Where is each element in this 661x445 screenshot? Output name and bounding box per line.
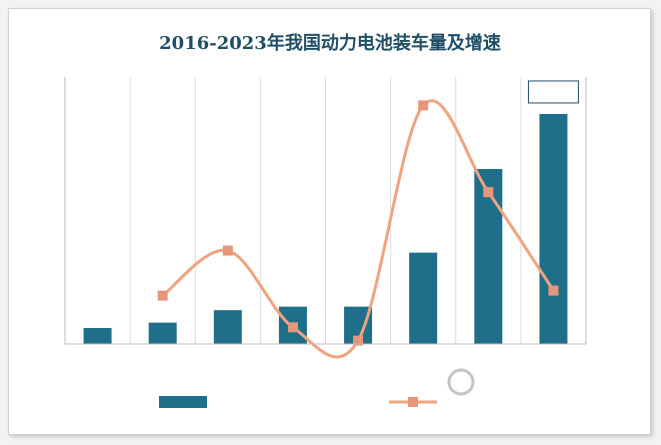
line-series bbox=[157, 99, 559, 359]
line-point bbox=[418, 100, 429, 111]
legend-swatch-marker bbox=[408, 397, 418, 407]
watermark bbox=[447, 368, 475, 396]
line-point bbox=[157, 290, 168, 301]
line-point bbox=[222, 245, 233, 256]
bar bbox=[539, 113, 568, 345]
bar bbox=[148, 322, 177, 344]
bar-series bbox=[83, 113, 568, 345]
axes bbox=[64, 77, 587, 345]
line-point bbox=[483, 187, 494, 198]
grid bbox=[129, 77, 522, 344]
line-point bbox=[548, 285, 559, 296]
chart: 2016-2023年我国动力电池装车量及增速 bbox=[64, 32, 587, 408]
bar bbox=[409, 252, 438, 344]
line-point bbox=[353, 335, 364, 346]
line-point bbox=[287, 322, 298, 333]
legend-swatch-bar bbox=[159, 396, 207, 408]
bar bbox=[213, 310, 242, 344]
legend bbox=[159, 396, 437, 408]
bar bbox=[474, 168, 503, 344]
data-labels bbox=[527, 80, 579, 104]
chart-title: 2016-2023年我国动力电池装车量及增速 bbox=[159, 32, 501, 54]
data-label-box bbox=[527, 80, 579, 104]
chart-card: 2016-2023年我国动力电池装车量及增速 bbox=[8, 8, 651, 435]
bar bbox=[83, 327, 112, 344]
watermark-logo-icon bbox=[447, 368, 475, 396]
